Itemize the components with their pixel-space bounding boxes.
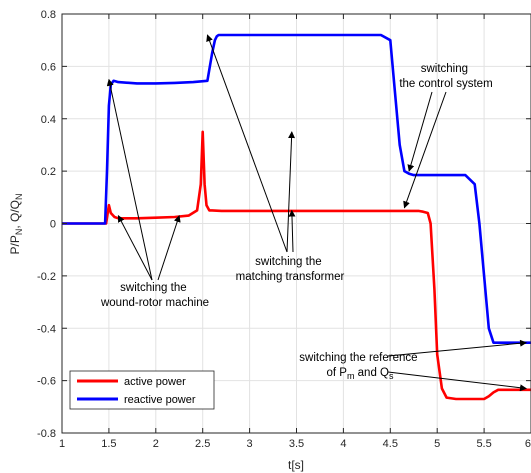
y-tick-label: 0.4 bbox=[41, 114, 56, 126]
annotation-line: switching the reference bbox=[299, 352, 417, 364]
x-tick-label: 3.5 bbox=[289, 438, 304, 450]
y-tick-label: -0.4 bbox=[37, 323, 56, 335]
x-tick-label: 2 bbox=[153, 438, 159, 450]
annotation-line: matching transformer bbox=[236, 271, 345, 283]
y-tick-label: 0.8 bbox=[41, 9, 56, 21]
y-tick-label: 0.6 bbox=[41, 61, 56, 73]
legend: active power reactive power bbox=[69, 370, 215, 410]
traces bbox=[62, 33, 531, 401]
annotation-line: switching the bbox=[120, 282, 186, 294]
x-tick-label: 2.5 bbox=[195, 438, 210, 450]
annotation-arrow bbox=[117, 215, 153, 281]
annotation-arrow bbox=[106, 78, 153, 281]
series-line-reactive-power bbox=[62, 33, 531, 345]
annotation-arrow bbox=[407, 91, 433, 172]
annotation-matching-transformer: switching the matching transformer bbox=[236, 256, 345, 283]
y-tick-label: 0.2 bbox=[41, 166, 56, 178]
ticks bbox=[61, 13, 531, 434]
annotation-line: switching bbox=[421, 63, 468, 75]
annotation-arrow bbox=[403, 91, 447, 209]
x-tick-labels: 1 1.5 2 2.5 3 3.5 4 4.5 5 5.5 6 bbox=[59, 438, 531, 450]
y-tick-label: 0 bbox=[50, 219, 56, 231]
annotation-reference: switching the reference of Pm and Qs bbox=[299, 352, 420, 381]
x-tick-label: 5.5 bbox=[476, 438, 491, 450]
x-tick-label: 5 bbox=[434, 438, 440, 450]
legend-label-active-power: active power bbox=[124, 376, 186, 388]
annotation-subscript: m bbox=[347, 371, 355, 381]
y-tick-labels: -0.8 -0.6 -0.4 -0.2 0 0.2 0.4 0.6 0.8 bbox=[37, 9, 56, 440]
annotation-arrow bbox=[387, 339, 528, 357]
x-tick-label: 6 bbox=[525, 438, 531, 450]
annotation-arrows bbox=[106, 34, 528, 392]
annotation-control-system: switching the control system bbox=[399, 63, 492, 90]
y-tick-label: -0.2 bbox=[37, 271, 56, 283]
annotation-line: and Q bbox=[354, 367, 389, 379]
annotation-arrow bbox=[206, 34, 288, 253]
x-tick-label: 1.5 bbox=[101, 438, 116, 450]
y-tick-label: -0.8 bbox=[37, 428, 56, 440]
y-axis-label-part: P/P bbox=[8, 235, 22, 254]
y-tick-label: -0.6 bbox=[37, 376, 56, 388]
x-tick-label: 1 bbox=[59, 438, 65, 450]
annotation-arrow bbox=[387, 371, 528, 392]
annotation-line: wound-rotor machine bbox=[100, 297, 209, 309]
annotation-arrow bbox=[288, 209, 296, 253]
series-line-active-power bbox=[62, 130, 531, 401]
annotation-wound-rotor: switching the wound-rotor machine bbox=[100, 282, 209, 309]
x-axis-label: t[s] bbox=[288, 458, 304, 472]
y-axis-label-subscript: N bbox=[14, 193, 24, 200]
x-tick-label: 4 bbox=[340, 438, 346, 450]
legend-label-reactive-power: reactive power bbox=[124, 394, 196, 406]
y-axis-label-part: , Q/Q bbox=[8, 200, 22, 229]
x-tick-label: 4.5 bbox=[383, 438, 398, 450]
y-axis-label: P/PN, Q/QN bbox=[8, 193, 24, 254]
x-tick-label: 3 bbox=[247, 438, 253, 450]
annotation-line: of P bbox=[327, 367, 348, 379]
annotation-line: the control system bbox=[399, 78, 492, 90]
annotation-subscript: s bbox=[389, 371, 394, 381]
annotation-arrow bbox=[157, 214, 181, 281]
y-axis-label-subscript: N bbox=[14, 229, 24, 236]
annotation-line: switching the bbox=[255, 256, 321, 268]
annotation-arrow bbox=[286, 131, 296, 253]
legend-box bbox=[69, 370, 215, 410]
